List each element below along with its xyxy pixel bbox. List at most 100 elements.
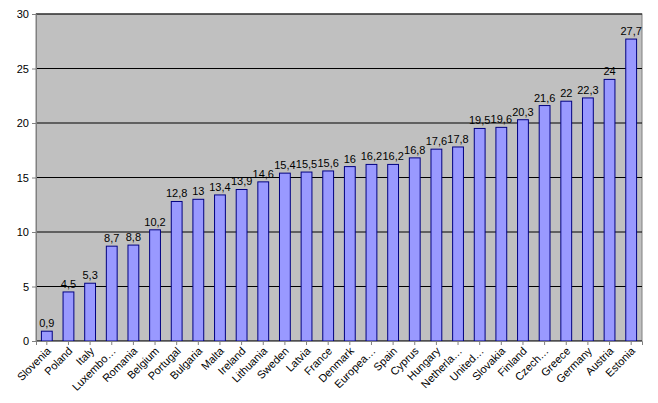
x-tick-mark xyxy=(349,341,350,345)
x-tick-mark xyxy=(458,341,459,345)
bar xyxy=(171,201,182,341)
data-label: 8,8 xyxy=(126,231,141,243)
bar xyxy=(85,283,96,341)
grid-line xyxy=(36,177,642,178)
data-label: 8,7 xyxy=(104,232,119,244)
x-tick-mark xyxy=(176,341,177,345)
x-tick-mark xyxy=(90,341,91,345)
x-tick-mark xyxy=(219,341,220,345)
x-axis: SloveniaPolandItalyLuxembo…RomaniaBelgiu… xyxy=(15,341,643,393)
data-label: 27,7 xyxy=(620,25,641,37)
x-tick-mark xyxy=(328,341,329,345)
y-tick-label: 30 xyxy=(17,8,29,20)
data-label: 15,4 xyxy=(274,159,295,171)
y-tick-mark xyxy=(32,69,36,70)
y-tick-label: 20 xyxy=(17,117,29,129)
x-tick-mark xyxy=(241,341,242,345)
y-tick-mark xyxy=(32,232,36,233)
data-label: 5,3 xyxy=(82,269,97,281)
bar xyxy=(193,199,204,341)
x-tick-label: Estonia xyxy=(603,344,638,379)
y-axis: 0 5 10 15 20 25 30 xyxy=(17,8,37,347)
y-axis-line xyxy=(32,15,37,342)
bar xyxy=(63,292,74,341)
x-tick: Bulgaria xyxy=(167,341,205,382)
bar xyxy=(582,98,593,341)
x-tick-mark xyxy=(371,341,372,345)
y-tick-mark xyxy=(32,341,36,342)
data-label: 16,8 xyxy=(404,144,425,156)
bar xyxy=(539,106,550,341)
data-label: 0,9 xyxy=(39,317,54,329)
x-tick-mark xyxy=(501,341,502,345)
data-label: 13,9 xyxy=(231,175,252,187)
bar xyxy=(388,164,399,341)
data-label: 19,5 xyxy=(469,114,490,126)
bar xyxy=(604,79,615,341)
x-tick-mark xyxy=(566,341,567,345)
data-label: 24 xyxy=(603,65,615,77)
bar xyxy=(301,172,312,341)
x-tick-mark xyxy=(133,341,134,345)
y-tick: 20 xyxy=(17,117,36,129)
bar xyxy=(561,101,572,341)
x-tick-mark xyxy=(436,341,437,345)
data-label: 17,6 xyxy=(426,135,447,147)
y-tick-label: 0 xyxy=(23,335,29,347)
data-label: 10,2 xyxy=(144,216,165,228)
x-tick-label: Europea… xyxy=(332,345,378,391)
x-tick-mark xyxy=(609,341,610,345)
data-label: 17,8 xyxy=(447,133,468,145)
bar xyxy=(323,171,334,341)
y-tick: 25 xyxy=(17,63,36,75)
bar xyxy=(215,195,226,341)
x-tick-mark xyxy=(263,341,264,345)
x-tick-mark xyxy=(284,341,285,345)
data-label: 22,3 xyxy=(577,84,598,96)
bars xyxy=(41,39,636,341)
data-label: 4,5 xyxy=(61,278,76,290)
bar xyxy=(150,230,161,341)
x-tick-mark xyxy=(414,341,415,345)
bar xyxy=(128,245,139,341)
y-tick: 10 xyxy=(17,226,36,238)
data-label: 16 xyxy=(344,153,356,165)
x-tick: Sweden xyxy=(254,341,291,381)
x-tick-mark xyxy=(198,341,199,345)
data-label: 14,6 xyxy=(253,168,274,180)
y-tick: 5 xyxy=(23,281,36,293)
x-tick-mark xyxy=(587,341,588,345)
data-label: 19,6 xyxy=(491,113,512,125)
grid xyxy=(36,14,642,341)
data-label: 22 xyxy=(560,87,572,99)
x-axis-line xyxy=(37,342,643,346)
y-tick: 15 xyxy=(17,172,36,184)
bar xyxy=(518,120,529,341)
grid-line xyxy=(36,286,642,287)
y-tick: 0 xyxy=(23,335,36,347)
y-tick: 30 xyxy=(17,8,36,20)
data-label: 15,6 xyxy=(317,157,338,169)
y-tick-mark xyxy=(32,178,36,179)
bar xyxy=(409,158,420,341)
x-tick-mark xyxy=(544,341,545,345)
x-tick-mark xyxy=(479,341,480,345)
x-tick-mark xyxy=(393,341,394,345)
x-tick-mark xyxy=(522,341,523,345)
x-tick-mark xyxy=(631,341,632,345)
bar xyxy=(366,164,377,341)
data-label: 20,3 xyxy=(512,106,533,118)
bar xyxy=(453,147,464,341)
data-labels: 0,94,55,38,78,810,212,81313,413,914,615,… xyxy=(39,25,642,329)
y-tick-mark xyxy=(32,14,36,15)
x-tick: Estonia xyxy=(603,341,638,379)
y-tick-label: 10 xyxy=(17,226,29,238)
data-label: 12,8 xyxy=(166,187,187,199)
x-tick-mark xyxy=(46,341,47,345)
x-tick-mark xyxy=(306,341,307,345)
plot-background xyxy=(36,14,642,341)
grid-line xyxy=(36,68,642,69)
data-label: 13,4 xyxy=(209,181,230,193)
y-tick-mark xyxy=(32,123,36,124)
bar xyxy=(626,39,637,341)
